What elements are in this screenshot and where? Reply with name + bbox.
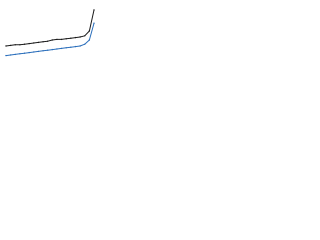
series-point	[28, 51, 30, 54]
series-point	[79, 36, 81, 38]
series-point	[14, 44, 16, 46]
series-point	[84, 43, 86, 45]
series-point	[42, 41, 44, 43]
series-point	[56, 48, 58, 50]
series-point	[42, 50, 44, 52]
series-point	[65, 47, 67, 49]
series-point	[46, 49, 49, 51]
series-point	[23, 43, 26, 45]
series-point	[60, 47, 63, 50]
series-point	[19, 53, 21, 55]
series-point	[46, 40, 49, 42]
series-point	[5, 54, 7, 57]
series-point	[88, 39, 91, 41]
series-point	[70, 46, 72, 48]
page: {"chart_data": {"type": "line", "categor…	[0, 0, 320, 71]
series-line	[5, 23, 95, 57]
series-point	[65, 38, 67, 40]
series-point	[70, 37, 72, 39]
chart	[5, 9, 95, 57]
series-point	[33, 42, 35, 44]
series-point	[28, 42, 30, 45]
series-point	[5, 45, 7, 47]
series-point	[79, 45, 81, 47]
series-point	[9, 44, 12, 47]
series-point	[33, 51, 35, 53]
series-point	[37, 50, 40, 53]
series-point	[60, 38, 63, 41]
series-point	[93, 9, 95, 11]
series-point	[88, 30, 91, 32]
series-point	[14, 53, 16, 56]
series-point	[9, 54, 12, 56]
series-point	[84, 35, 86, 37]
series-point	[93, 22, 95, 24]
series-line	[5, 9, 95, 47]
series-point	[74, 45, 77, 48]
series-point	[56, 38, 58, 41]
series-point	[74, 36, 77, 39]
series-point	[51, 39, 54, 41]
series-point	[37, 41, 40, 44]
series-point	[19, 44, 21, 46]
series-point	[23, 52, 26, 54]
series-point	[51, 48, 54, 51]
